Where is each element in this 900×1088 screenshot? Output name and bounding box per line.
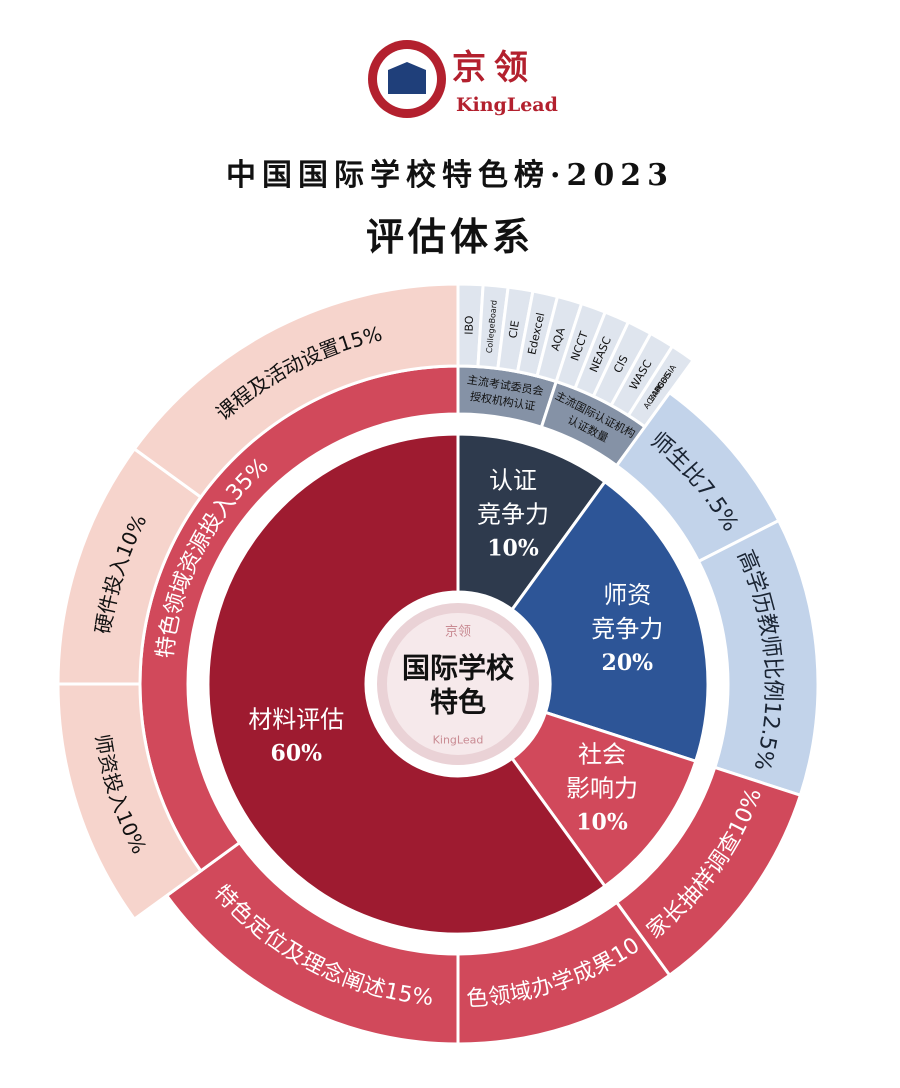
inner-category-label: 材料评估 bbox=[248, 706, 344, 734]
inner-category-label: 影响力 bbox=[566, 775, 638, 803]
center-label: 特色 bbox=[430, 686, 486, 719]
inner-category-label: 竞争力 bbox=[477, 501, 549, 529]
inner-category-label: 竞争力 bbox=[591, 615, 663, 643]
kinglead-logo: 京领 KingLead bbox=[368, 38, 558, 128]
center-logo-watermark-icon bbox=[377, 603, 539, 765]
inner-percent-label: 20% bbox=[602, 650, 654, 676]
cert-item-label: AQA bbox=[549, 326, 568, 353]
page-title: 中国国际学校特色榜·2023 bbox=[226, 158, 674, 193]
center-label: 国际学校 bbox=[402, 652, 515, 685]
logo-chinese-name: 京领 bbox=[452, 48, 536, 88]
cert-item-label: IBO bbox=[462, 315, 476, 335]
center-logo-en-label: KingLead bbox=[433, 734, 484, 747]
resource-sub-segment bbox=[132, 282, 460, 500]
inner-percent-label: 10% bbox=[576, 810, 628, 836]
inner-category-label: 师资 bbox=[603, 581, 651, 609]
center-logo-cn-label: 京领 bbox=[445, 625, 471, 640]
inner-percent-label: 10% bbox=[487, 536, 539, 562]
logo-english-name: KingLead bbox=[456, 94, 558, 116]
inner-percent-label: 60% bbox=[271, 741, 323, 767]
inner-category-label: 认证 bbox=[489, 467, 537, 495]
cert-item-label: CIE bbox=[506, 320, 522, 340]
page-subtitle: 评估体系 bbox=[365, 214, 534, 259]
inner-segment-1 bbox=[509, 479, 710, 764]
inner-category-label: 社会 bbox=[578, 741, 626, 769]
inner-segment-3 bbox=[206, 432, 608, 936]
kinglead-emblem-icon bbox=[368, 40, 446, 118]
